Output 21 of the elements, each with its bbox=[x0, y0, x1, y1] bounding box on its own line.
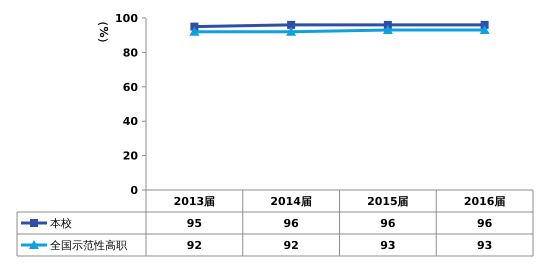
y-tick-label: 60 bbox=[122, 80, 138, 94]
y-tick-label: 20 bbox=[122, 150, 138, 163]
data-label: 92 bbox=[186, 239, 202, 252]
data-label: 95 bbox=[186, 217, 202, 230]
x-tick-label: 2014届 bbox=[270, 195, 312, 208]
x-tick-label: 2013届 bbox=[174, 195, 216, 208]
y-tick-label: 40 bbox=[122, 115, 138, 128]
y-axis-title: （%） bbox=[97, 15, 110, 49]
y-tick-label: 80 bbox=[122, 46, 138, 60]
y-tick-label: 0 bbox=[130, 184, 138, 197]
x-tick-label: 2015届 bbox=[367, 195, 409, 208]
y-tick-label: 100 bbox=[115, 12, 138, 25]
data-label: 92 bbox=[283, 239, 299, 252]
data-label: 96 bbox=[380, 217, 396, 230]
data-label: 96 bbox=[476, 217, 493, 230]
legend-label: 本校 bbox=[50, 217, 72, 230]
legend-label: 全国示范性高职 bbox=[50, 239, 127, 252]
data-label: 93 bbox=[476, 239, 492, 252]
data-label: 93 bbox=[380, 239, 396, 252]
x-tick-label: 2016届 bbox=[464, 195, 506, 208]
data-label: 96 bbox=[283, 217, 300, 230]
